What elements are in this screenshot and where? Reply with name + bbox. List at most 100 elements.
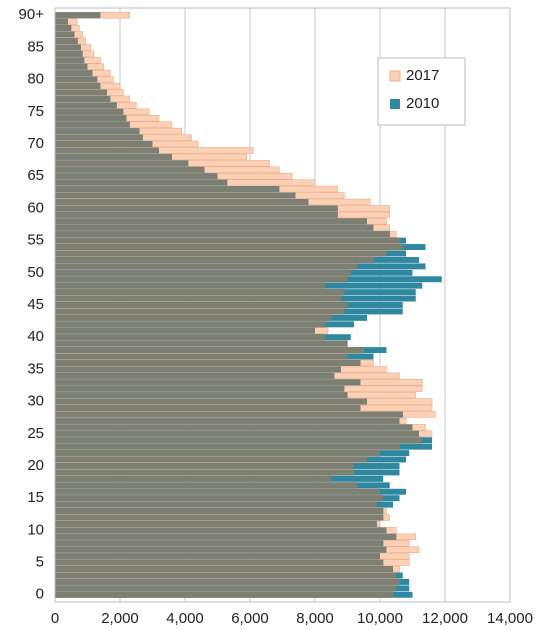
bar-overlap (55, 295, 416, 302)
bar-overlap (55, 553, 380, 560)
bar-overlap (55, 302, 403, 308)
y-tick-label: 55 (27, 232, 44, 249)
bar-overlap (55, 540, 384, 547)
y-tick-label: 5 (36, 554, 44, 571)
y-tick-label: 80 (27, 71, 44, 88)
bar-overlap (55, 559, 384, 566)
bar-overlap (55, 340, 348, 347)
bar-overlap (55, 205, 338, 212)
bar-overlap (55, 160, 189, 167)
bar-overlap (55, 199, 309, 205)
bar-overlap (55, 179, 228, 186)
bar-overlap (55, 263, 426, 270)
bar-overlap (55, 102, 117, 109)
bar-overlap (55, 282, 423, 289)
bar-overlap (55, 437, 432, 444)
bar-overlap (55, 134, 143, 141)
plot-frame (54, 7, 511, 603)
legend-swatch (390, 99, 400, 109)
bar-overlap (55, 250, 406, 257)
x-tick-label: 0 (51, 610, 59, 627)
bar-overlap (55, 533, 397, 540)
bar-overlap (55, 231, 390, 238)
bar-overlap (55, 488, 406, 495)
bar-overlap (55, 385, 345, 392)
bar-overlap (55, 417, 400, 424)
bar-overlap (55, 83, 101, 90)
bar-overlap (55, 443, 432, 450)
y-tick-label: 90+ (19, 6, 45, 23)
bar-overlap (55, 70, 93, 77)
bar-overlap (55, 308, 403, 315)
bar-overlap (55, 276, 436, 283)
bar-overlap (55, 591, 413, 598)
bar-overlap (55, 585, 410, 592)
bar-overlap (55, 25, 72, 32)
bar-overlap (55, 76, 98, 83)
bar-overlap (55, 224, 374, 231)
bar-overlap (55, 514, 384, 521)
bar-overlap (55, 398, 367, 405)
bar-overlap (55, 359, 361, 366)
legend-label: 2010 (406, 95, 439, 112)
bar-overlap (55, 430, 419, 437)
y-tick-label: 50 (27, 264, 44, 281)
bar-overlap (55, 57, 85, 64)
labels: 0 2,000 4,000 6,000 8,000 10,000 12,000 14,000 0… (19, 6, 533, 627)
bar-overlap (55, 314, 367, 321)
x-tick-label: 10,000 (357, 610, 403, 627)
bar-overlap (55, 211, 338, 218)
bar-overlap (55, 347, 387, 354)
bar-overlap (55, 546, 387, 553)
y-tick-label: 30 (27, 393, 44, 410)
bar-overlap (55, 508, 384, 515)
bar-overlap (55, 237, 406, 244)
bar-overlap (55, 475, 384, 482)
bar-overlap (55, 50, 83, 57)
bar-overlap (55, 469, 400, 476)
x-tick-label: 2,000 (101, 610, 139, 627)
bar-overlap (55, 63, 88, 70)
bar-overlap (55, 463, 400, 469)
legend-swatch (389, 70, 401, 82)
bar-overlap (55, 89, 107, 96)
bar-overlap (55, 379, 361, 386)
x-tick-label: 14,000 (487, 610, 533, 627)
bar-overlap (55, 95, 111, 102)
bar-overlap (55, 218, 367, 225)
bar-overlap (55, 192, 296, 199)
bar-overlap (55, 456, 406, 463)
bar-overlap (55, 153, 172, 160)
x-tick-label: 4,000 (166, 610, 204, 627)
bar-overlap (55, 321, 354, 328)
y-tick-label: 40 (27, 328, 44, 345)
bar-overlap (55, 121, 130, 128)
bar-overlap (55, 186, 280, 193)
bar-overlap (55, 424, 413, 431)
y-tick-label: 35 (27, 360, 44, 377)
bar-overlap (55, 392, 348, 399)
bar-overlap (55, 147, 159, 154)
bar-overlap (55, 578, 410, 585)
bar-overlap (55, 450, 410, 457)
y-tick-label: 45 (27, 296, 44, 313)
bar-overlap (55, 12, 101, 19)
bar-overlap (55, 527, 387, 534)
bar-overlap (55, 572, 403, 579)
bar-overlap (55, 366, 341, 373)
bar-overlap (55, 482, 390, 489)
x-tick-label: 12,000 (422, 610, 468, 627)
bar-overlap (55, 353, 374, 360)
bar-overlap (55, 44, 81, 51)
bar-overlap (55, 141, 153, 147)
y-tick-label: 10 (27, 521, 44, 538)
bars (54, 11, 442, 599)
bar-overlap (55, 405, 361, 411)
bar-overlap (55, 289, 416, 296)
x-tick-label: 8,000 (296, 610, 334, 627)
bar-overlap (55, 495, 400, 502)
bar-overlap (55, 269, 413, 276)
legend: 2017 2010 (377, 57, 466, 126)
bar-overlap (55, 108, 124, 115)
